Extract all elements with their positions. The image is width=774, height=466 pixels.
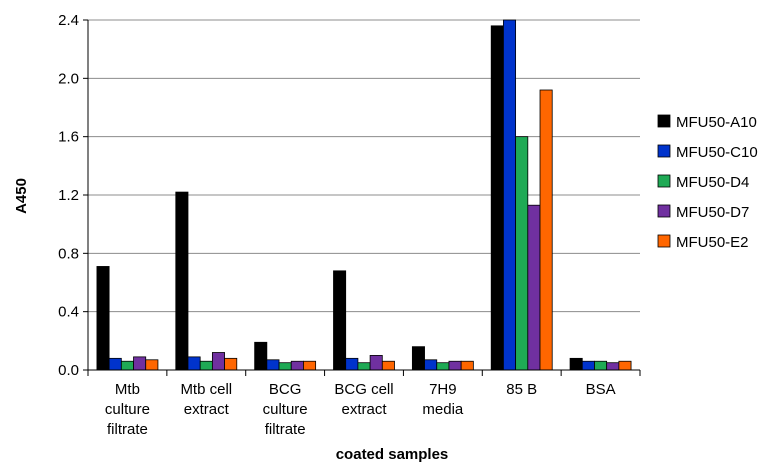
bar-mfu50-a10-5 bbox=[490, 25, 504, 371]
x-category-label: Mtb bbox=[115, 381, 140, 398]
bar-mfu50-c10-1 bbox=[187, 356, 201, 371]
y-tick-label: 0.0 bbox=[58, 362, 79, 379]
x-category-labels: Mtb culture filtrate Mtb cell extract BCG cult… bbox=[105, 381, 616, 438]
y-tick-label: 2.0 bbox=[58, 70, 79, 87]
bar-mfu50-c10-0 bbox=[108, 357, 122, 371]
legend-swatch bbox=[657, 234, 671, 248]
bar-mfu50-a10-4 bbox=[411, 346, 425, 371]
x-category-label: BCG bbox=[269, 381, 302, 398]
bar-mfu50-a10-6 bbox=[569, 357, 583, 371]
legend-label: MFU50-C10 bbox=[676, 144, 758, 161]
bar-mfu50-d7-1 bbox=[211, 352, 225, 371]
bar-mfu50-e2-1 bbox=[224, 357, 238, 371]
bar-mfu50-e2-2 bbox=[303, 360, 317, 371]
bar-mfu50-c10-4 bbox=[424, 359, 438, 371]
bar-mfu50-a10-0 bbox=[96, 266, 110, 371]
bar-mfu50-d4-3 bbox=[357, 362, 371, 371]
legend-label: MFU50-D7 bbox=[676, 204, 749, 221]
bar-mfu50-a10-2 bbox=[254, 341, 268, 371]
y-tick-label: 0.8 bbox=[58, 245, 79, 262]
x-category-label: extract bbox=[184, 401, 230, 418]
bar-mfu50-d7-2 bbox=[290, 360, 304, 371]
bar-mfu50-c10-5 bbox=[503, 19, 517, 371]
bar-mfu50-c10-3 bbox=[345, 357, 359, 371]
bar-mfu50-d7-6 bbox=[606, 362, 620, 371]
legend-label: MFU50-E2 bbox=[676, 234, 749, 251]
legend-swatch bbox=[657, 204, 671, 218]
bar-mfu50-d4-6 bbox=[594, 360, 608, 371]
y-tick-label: 1.2 bbox=[58, 187, 79, 204]
legend-swatch bbox=[657, 114, 671, 128]
y-tick-labels: 0.0 0.4 0.8 1.2 1.6 2.0 2.4 bbox=[58, 12, 79, 379]
x-category-label: BSA bbox=[586, 381, 616, 398]
bar-mfu50-e2-5 bbox=[539, 89, 553, 371]
x-category-label: culture bbox=[263, 401, 308, 418]
bar-mfu50-d4-1 bbox=[199, 360, 213, 371]
bar-mfu50-c10-6 bbox=[581, 360, 595, 371]
bar-mfu50-d7-0 bbox=[133, 356, 147, 371]
bar-mfu50-a10-1 bbox=[175, 191, 189, 371]
y-tick-label: 2.4 bbox=[58, 12, 79, 29]
y-tick-label: 0.4 bbox=[58, 304, 79, 321]
bar-mfu50-e2-3 bbox=[381, 360, 395, 371]
y-axis-title: A450 bbox=[13, 178, 30, 214]
x-category-label: filtrate bbox=[107, 421, 148, 438]
x-category-label: 85 B bbox=[506, 381, 537, 398]
bar-mfu50-d7-5 bbox=[527, 204, 541, 371]
bar-mfu50-e2-0 bbox=[145, 359, 159, 371]
x-category-label: Mtb cell bbox=[180, 381, 232, 398]
bar-mfu50-d4-4 bbox=[436, 362, 450, 371]
axes bbox=[87, 20, 641, 376]
bar-mfu50-c10-2 bbox=[266, 359, 280, 371]
bar-mfu50-e2-4 bbox=[460, 360, 474, 371]
x-category-label: BCG cell bbox=[334, 381, 393, 398]
y-tick-label: 1.6 bbox=[58, 129, 79, 146]
legend-swatch bbox=[657, 174, 671, 188]
bar-mfu50-d7-4 bbox=[448, 360, 462, 371]
bar-mfu50-e2-6 bbox=[618, 360, 632, 371]
x-category-label: extract bbox=[341, 401, 387, 418]
x-category-label: filtrate bbox=[265, 421, 306, 438]
bar-mfu50-d4-5 bbox=[515, 136, 529, 371]
bar-mfu50-d4-2 bbox=[278, 362, 292, 371]
x-category-label: 7H9 bbox=[429, 381, 457, 398]
bar-mfu50-d7-3 bbox=[369, 355, 383, 371]
legend-label: MFU50-A10 bbox=[676, 114, 757, 131]
gridlines bbox=[83, 19, 640, 371]
bar-mfu50-d4-0 bbox=[120, 360, 134, 371]
legend: MFU50-A10 MFU50-C10 MFU50-D4 MFU50-D7 MFU50-… bbox=[657, 114, 758, 251]
x-category-label: media bbox=[422, 401, 464, 418]
legend-label: MFU50-D4 bbox=[676, 174, 749, 191]
x-axis-title: coated samples bbox=[336, 446, 449, 463]
legend-swatch bbox=[657, 144, 671, 158]
x-category-label: culture bbox=[105, 401, 150, 418]
bar-mfu50-a10-3 bbox=[333, 270, 347, 371]
